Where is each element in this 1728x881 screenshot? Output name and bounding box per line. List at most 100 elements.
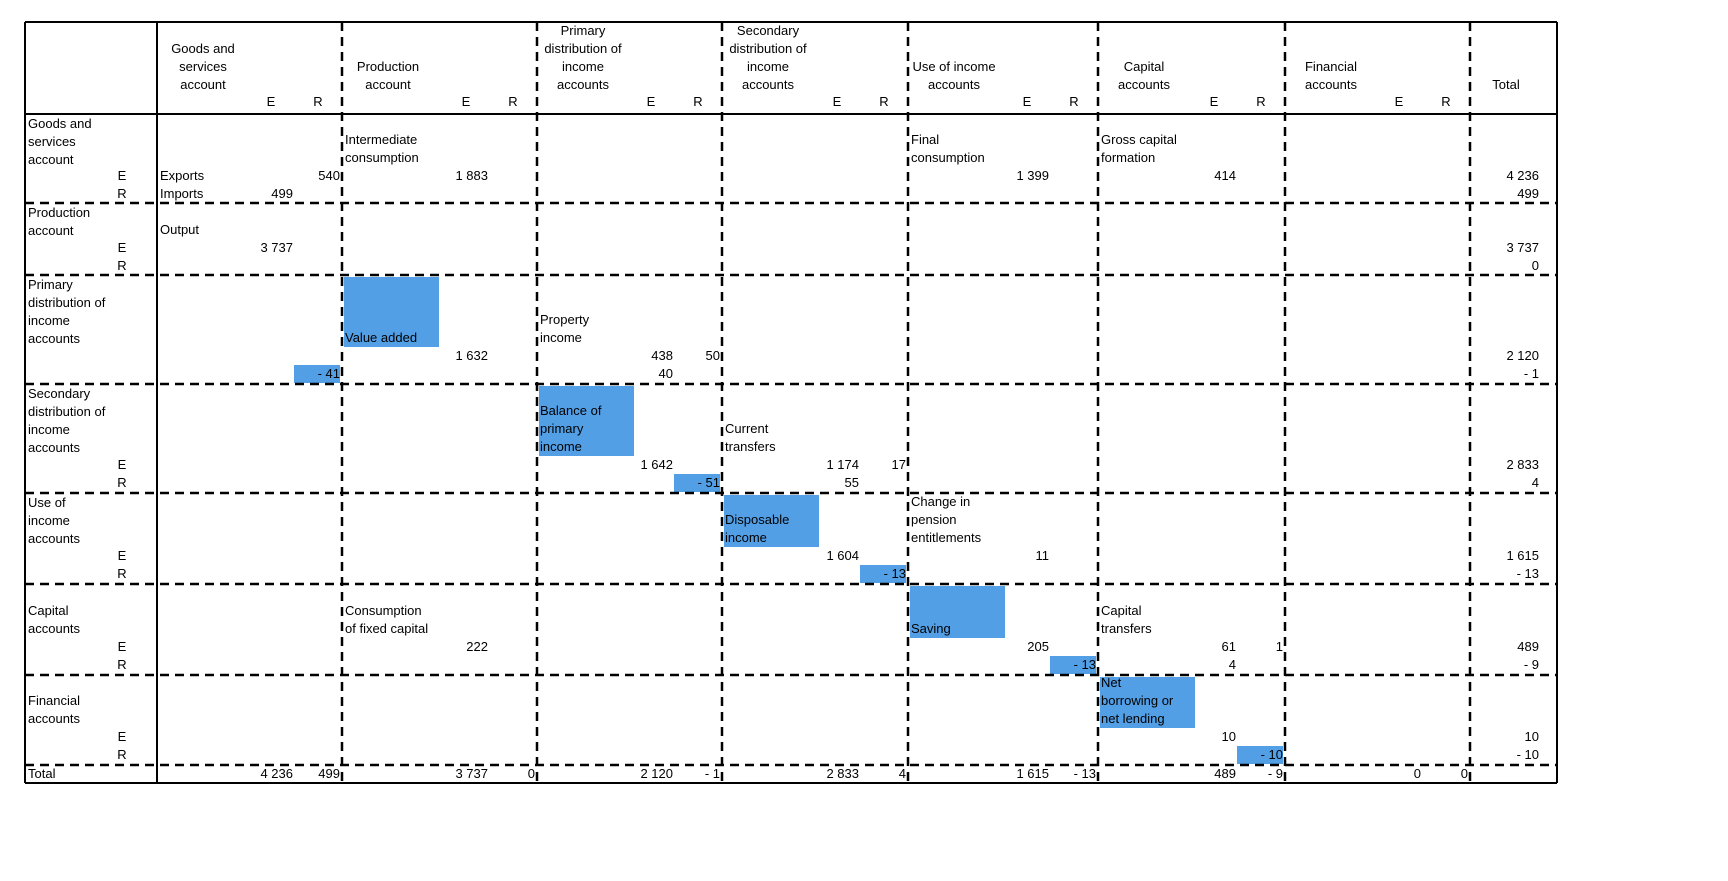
cell-label: Net borrowing or net lending <box>1101 675 1174 726</box>
balancing-value-highlight <box>294 365 340 383</box>
total-row-e: 3 737 <box>455 766 488 781</box>
column-header-r: R <box>313 94 323 109</box>
cell-value: 499 <box>271 186 293 201</box>
cell-label: Current transfers <box>725 421 776 454</box>
column-header-e: E <box>461 94 471 109</box>
column-header-r: R <box>1256 94 1266 109</box>
row-total-e: 2 833 <box>1506 457 1539 472</box>
total-row-r: - 13 <box>1073 766 1096 781</box>
cell-label: Balance of primary income <box>540 403 602 454</box>
row-total-r: 499 <box>1517 186 1539 201</box>
cell-label: Property income <box>540 312 590 345</box>
row-total-r: 4 <box>1531 475 1539 490</box>
cell-label: Saving <box>911 621 951 636</box>
row-total-e: 4 236 <box>1506 168 1539 183</box>
row-total-e: 2 120 <box>1506 348 1539 363</box>
cell-value: 205 <box>1027 639 1049 654</box>
cell-value: 1 174 <box>826 457 859 472</box>
column-header-title: Use of income accounts <box>912 59 996 92</box>
total-row-r: 0 <box>527 766 535 781</box>
cell-value: - 51 <box>697 475 720 490</box>
cell-value: 3 737 <box>260 240 293 255</box>
balancing-value-highlight <box>1050 656 1096 674</box>
total-row-e: 2 120 <box>640 766 673 781</box>
cell-value: 414 <box>1214 168 1236 183</box>
cell-value: 1 <box>1275 639 1283 654</box>
row-total-r: - 1 <box>1523 366 1539 381</box>
total-row-r: - 1 <box>704 766 720 781</box>
total-row-label: Total <box>28 766 56 781</box>
balancing-item-highlight <box>1100 677 1195 728</box>
row-header-label: Capital accounts <box>28 603 81 636</box>
cell-value: 17 <box>891 457 906 472</box>
column-header-title: Primary distribution of income accounts <box>544 23 622 92</box>
cell-value: 50 <box>705 348 720 363</box>
column-header-title: Goods and services account <box>171 41 235 92</box>
column-header-r: R <box>693 94 703 109</box>
cell-value: 222 <box>466 639 488 654</box>
row-total-r: - 10 <box>1516 747 1539 762</box>
row-header-r: R <box>117 566 127 581</box>
row-total-e: 10 <box>1524 729 1539 744</box>
row-header-e: E <box>117 729 127 744</box>
row-header-r: R <box>117 258 127 273</box>
row-header-r: R <box>117 657 127 672</box>
cell-value: 55 <box>844 475 859 490</box>
cell-value: 438 <box>651 348 673 363</box>
column-header-e: E <box>646 94 656 109</box>
row-total-r: - 13 <box>1516 566 1539 581</box>
column-header-total: Total <box>1492 77 1520 92</box>
column-header-r: R <box>879 94 889 109</box>
total-row-e: 0 <box>1413 766 1421 781</box>
column-header-r: R <box>508 94 518 109</box>
row-header-r: R <box>117 475 127 490</box>
cell-value: 61 <box>1221 639 1236 654</box>
cell-value: - 13 <box>1073 657 1096 672</box>
cell-value: 40 <box>658 366 673 381</box>
total-row-e: 2 833 <box>826 766 859 781</box>
total-row-r: 499 <box>318 766 340 781</box>
column-header-e: E <box>1022 94 1032 109</box>
row-header-label: Goods and services account <box>28 116 92 167</box>
row-header-label: Primary distribution of income accounts <box>28 277 106 346</box>
row-total-e: 3 737 <box>1506 240 1539 255</box>
cell-label: Change in pension entitlements <box>911 494 982 545</box>
balancing-item-highlight <box>724 495 819 547</box>
column-header-e: E <box>1209 94 1219 109</box>
cell-label: Capital transfers <box>1101 603 1152 636</box>
cell-label: Imports <box>160 186 204 201</box>
balancing-value-highlight <box>1237 746 1283 764</box>
cell-value: - 10 <box>1260 747 1283 762</box>
row-header-label: Use of income accounts <box>28 495 81 546</box>
row-total-e: 1 615 <box>1506 548 1539 563</box>
total-row-r: - 9 <box>1267 766 1283 781</box>
column-header-title: Production account <box>356 59 420 92</box>
total-row-e: 489 <box>1214 766 1236 781</box>
row-total-r: - 9 <box>1523 657 1539 672</box>
cell-value: 1 632 <box>455 348 488 363</box>
total-row-r: 4 <box>898 766 906 781</box>
cell-value: 10 <box>1221 729 1236 744</box>
balancing-value-highlight <box>674 474 720 492</box>
total-row-e: 4 236 <box>260 766 293 781</box>
cell-label: Consumption of fixed capital <box>345 603 429 636</box>
column-header-title: Financial accounts <box>1304 59 1358 92</box>
row-total-e: 489 <box>1517 639 1539 654</box>
cell-value: 11 <box>1035 548 1050 563</box>
row-header-e: E <box>117 240 127 255</box>
cell-label: Gross capital formation <box>1101 132 1177 165</box>
balancing-value-highlight <box>860 565 906 583</box>
column-header-r: R <box>1069 94 1079 109</box>
row-total-r: 0 <box>1531 258 1539 273</box>
row-header-r: R <box>117 747 127 762</box>
balancing-item-highlight <box>910 586 1005 638</box>
row-header-label: Secondary distribution of income account… <box>28 386 106 455</box>
cell-value: - 13 <box>883 566 906 581</box>
row-header-e: E <box>117 639 127 654</box>
column-header-e: E <box>1394 94 1404 109</box>
cell-label: Final consumption <box>911 132 985 165</box>
cell-value: 1 399 <box>1016 168 1049 183</box>
cell-value: 1 883 <box>455 168 488 183</box>
cell-label: Intermediate consumption <box>345 132 419 165</box>
